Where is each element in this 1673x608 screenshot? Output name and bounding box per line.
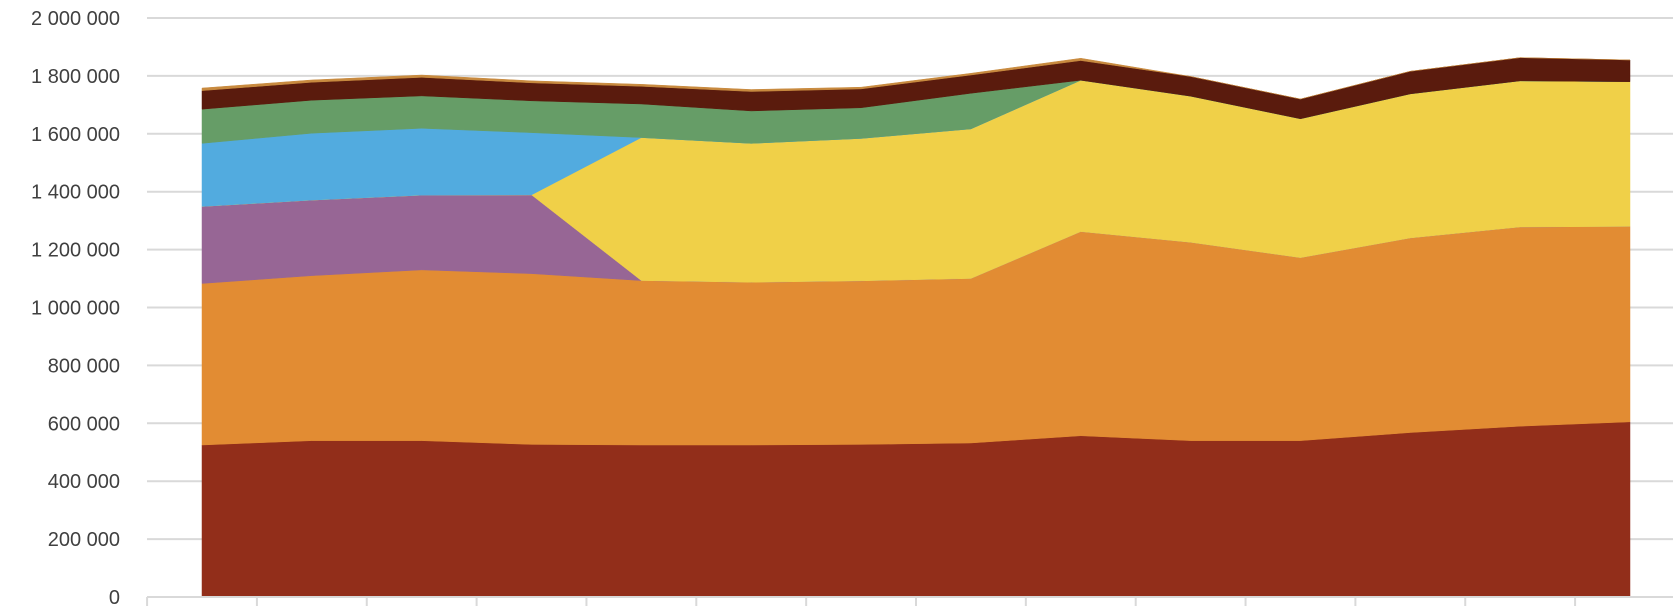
y-tick-label: 1 800 000 [31,66,120,88]
area-series-1 [201,421,1631,598]
y-tick-label: 1 200 000 [31,240,120,262]
x-axis [146,596,1673,606]
y-tick-label: 400 000 [48,471,120,493]
area-series-group [201,57,1631,598]
y-tick-label: 2 000 000 [31,8,120,30]
y-tick-label: 1 400 000 [31,182,120,204]
y-tick-label: 600 000 [48,413,120,435]
area-series-8 [201,57,1631,100]
y-tick-label: 200 000 [48,529,120,551]
y-axis-tick-labels: 0 200 000 400 000 600 000 800 000 1 000 000 1 … [31,8,120,608]
y-tick-label: 1 600 000 [31,124,120,146]
y-tick-label: 0 [109,587,120,608]
y-tick-label: 1 000 000 [31,298,120,320]
y-tick-label: 800 000 [48,355,120,377]
